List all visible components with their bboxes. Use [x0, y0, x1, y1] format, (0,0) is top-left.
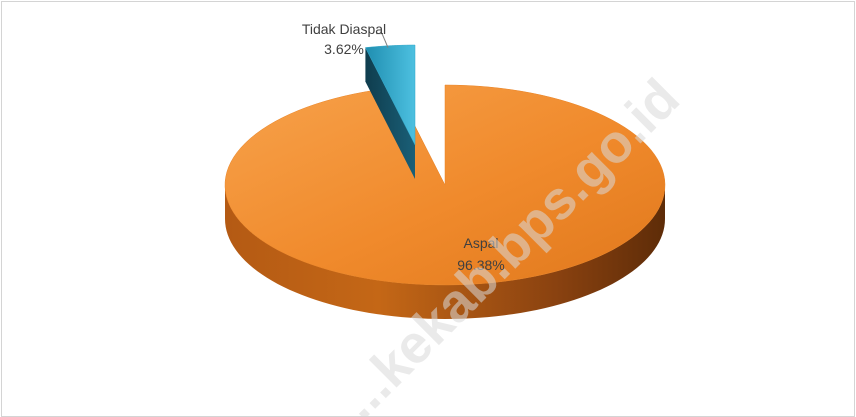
slice-value-aspal: 96.38% — [457, 257, 504, 273]
slice-aspal — [224, 84, 666, 286]
slice-label-aspal: Aspal — [463, 235, 498, 251]
slice-tidak-diaspal — [365, 44, 416, 146]
slice-side-aspal — [225, 185, 665, 319]
slice-label-tidak-diaspal: Tidak Diaspal — [302, 21, 386, 37]
slice-face-tidak-diaspal — [365, 47, 415, 179]
slice-value-tidak-diaspal: 3.62% — [324, 41, 364, 57]
leader-line-tidak-diaspal — [376, 33, 389, 48]
